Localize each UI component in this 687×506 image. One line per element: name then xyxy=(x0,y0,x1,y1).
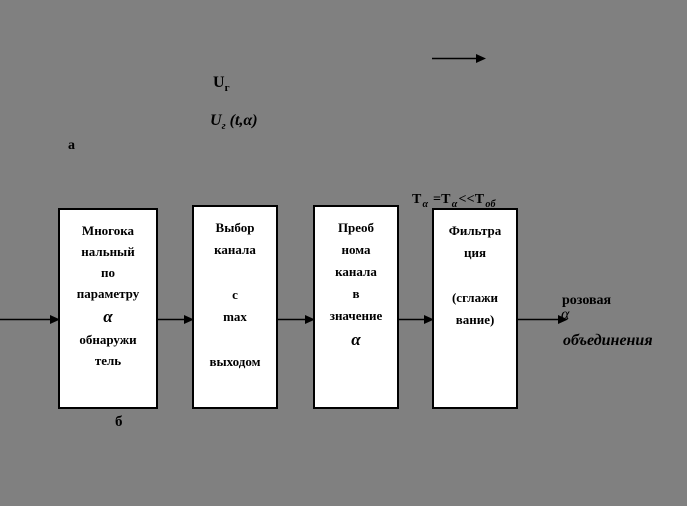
box3-line-6-alpha: α xyxy=(351,330,361,349)
output-label-obedineniya: объединения xyxy=(563,332,653,349)
box4-line-1: Фильтра xyxy=(448,223,502,238)
arrow-box1-to-box2-icon xyxy=(158,314,194,325)
box3-line-1: Преоб xyxy=(337,220,375,235)
box3-line-4: в xyxy=(352,286,360,301)
formula-t1-base: T xyxy=(412,192,422,207)
box2-line-7: выходом xyxy=(209,354,261,369)
formula-t3-subscript: об xyxy=(485,198,496,210)
formula-t1-subscript: α xyxy=(422,198,429,210)
arrow-box2-to-box3-icon xyxy=(278,314,315,325)
arrow-box3-to-box4-icon xyxy=(399,314,434,325)
label-u-g-function-subscript: г xyxy=(221,120,226,133)
box3-line-5: значение xyxy=(329,308,383,323)
arrow-legend-icon xyxy=(432,53,486,64)
box4-line-2: ция xyxy=(463,245,486,260)
multichannel-detector-box[interactable]: Многока нальный по параметру α обнаружи … xyxy=(58,208,158,409)
label-u-g-top-base: U xyxy=(213,74,225,91)
formula-time-constants: Tα =Tα<<Tоб xyxy=(412,193,497,210)
box3-line-2: нома xyxy=(341,242,371,257)
box1-line-3: по xyxy=(101,265,115,280)
box2-line-6-spacer xyxy=(194,332,276,346)
box1-line-6: обнаружи xyxy=(79,332,137,347)
label-u-g-function-base: U xyxy=(210,112,222,129)
formula-equals: =T xyxy=(429,192,451,207)
box1-line-5-alpha: α xyxy=(103,307,113,326)
box1-line-2: нальный xyxy=(81,244,135,259)
label-part-a: а xyxy=(68,138,75,153)
output-label-rozovaya: розовая xyxy=(562,293,612,308)
formula-much-less: <<T xyxy=(458,192,485,207)
output-label-alpha: α xyxy=(561,306,570,323)
box3-line-3: канала xyxy=(335,264,377,279)
box2-line-3-spacer xyxy=(194,265,276,279)
channel-to-value-converter-box[interactable]: Преоб нома канала в значение α xyxy=(313,205,399,409)
box1-line-4: параметру xyxy=(76,286,140,301)
box4-line-5: вание) xyxy=(455,312,495,327)
box1-line-1: Многока xyxy=(81,223,135,238)
box1-line-7: тель xyxy=(94,353,122,368)
box4-line-4: (сглажи xyxy=(451,290,499,305)
filtering-smoothing-box[interactable]: Фильтра ция (сглажи вание) xyxy=(432,208,518,409)
box2-line-1: Выбор xyxy=(215,220,255,235)
label-part-b: б xyxy=(115,414,123,430)
label-u-g-top: Uг xyxy=(213,75,230,94)
box2-line-5: max xyxy=(223,309,247,324)
box4-line-3-spacer xyxy=(434,268,516,282)
label-u-g-top-subscript: г xyxy=(224,82,230,95)
formula-t2-subscript: α xyxy=(451,198,458,210)
channel-selector-box[interactable]: Выбор канала с max выходом xyxy=(192,205,278,409)
label-u-g-function-args: (t,α) xyxy=(225,112,258,129)
label-u-g-function: Uг (t,α) xyxy=(210,113,258,132)
arrow-input-icon xyxy=(0,314,60,325)
box2-line-2: канала xyxy=(214,242,256,257)
box2-line-4: с xyxy=(232,287,238,302)
